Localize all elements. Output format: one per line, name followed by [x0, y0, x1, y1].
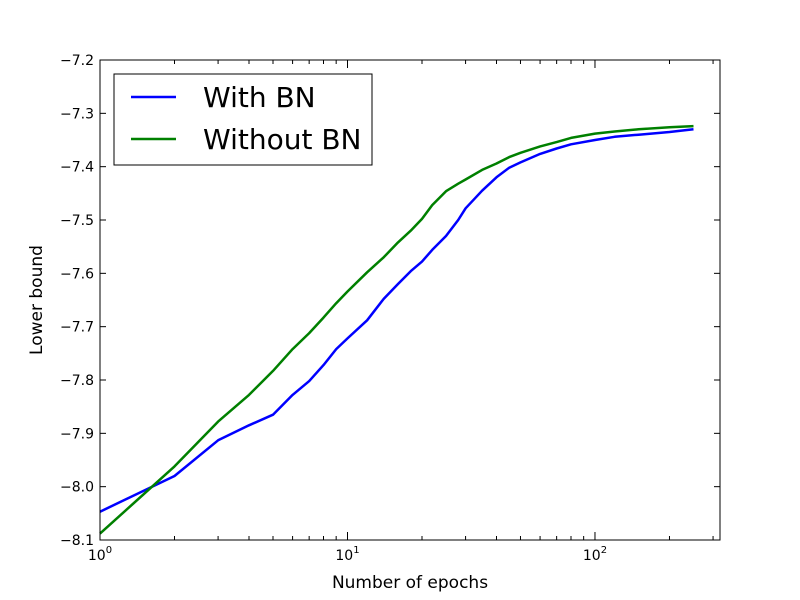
y-tick-label: −8.1: [60, 533, 94, 549]
y-tick-label: −7.9: [60, 426, 94, 442]
x-axis-label: Number of epochs: [332, 573, 488, 593]
y-axis-label: Lower bound: [27, 245, 47, 355]
y-tick-label: −7.7: [60, 320, 94, 336]
y-tick-label: −7.6: [60, 266, 94, 282]
y-tick-label: −7.5: [60, 213, 94, 229]
legend: With BN Without BN: [113, 73, 373, 166]
x-tick-label: 102: [583, 545, 607, 564]
x-tick-label: 101: [335, 545, 359, 564]
legend-label-with-bn: With BN: [203, 81, 316, 114]
series-line-without-bn: [99, 124, 694, 535]
ticks-layer: −8.1 −8.0 −7.9 −7.8 −7.7 −7.6 −7.5 −7.4 −7.3 −7.2…: [60, 53, 720, 564]
x-tick-label: 100: [88, 545, 112, 564]
plot-frame: [99, 59, 721, 541]
y-tick-label: −7.8: [60, 373, 94, 389]
y-tick-label: −8.0: [60, 480, 94, 496]
legend-box: [113, 73, 373, 166]
y-tick-label: −7.4: [60, 160, 94, 176]
series-layer: [99, 124, 694, 535]
y-tick-label: −7.3: [60, 106, 94, 122]
y-tick-label: −7.2: [60, 53, 94, 69]
legend-label-without-bn: Without BN: [203, 123, 361, 156]
series-line-with-bn: [99, 128, 694, 513]
